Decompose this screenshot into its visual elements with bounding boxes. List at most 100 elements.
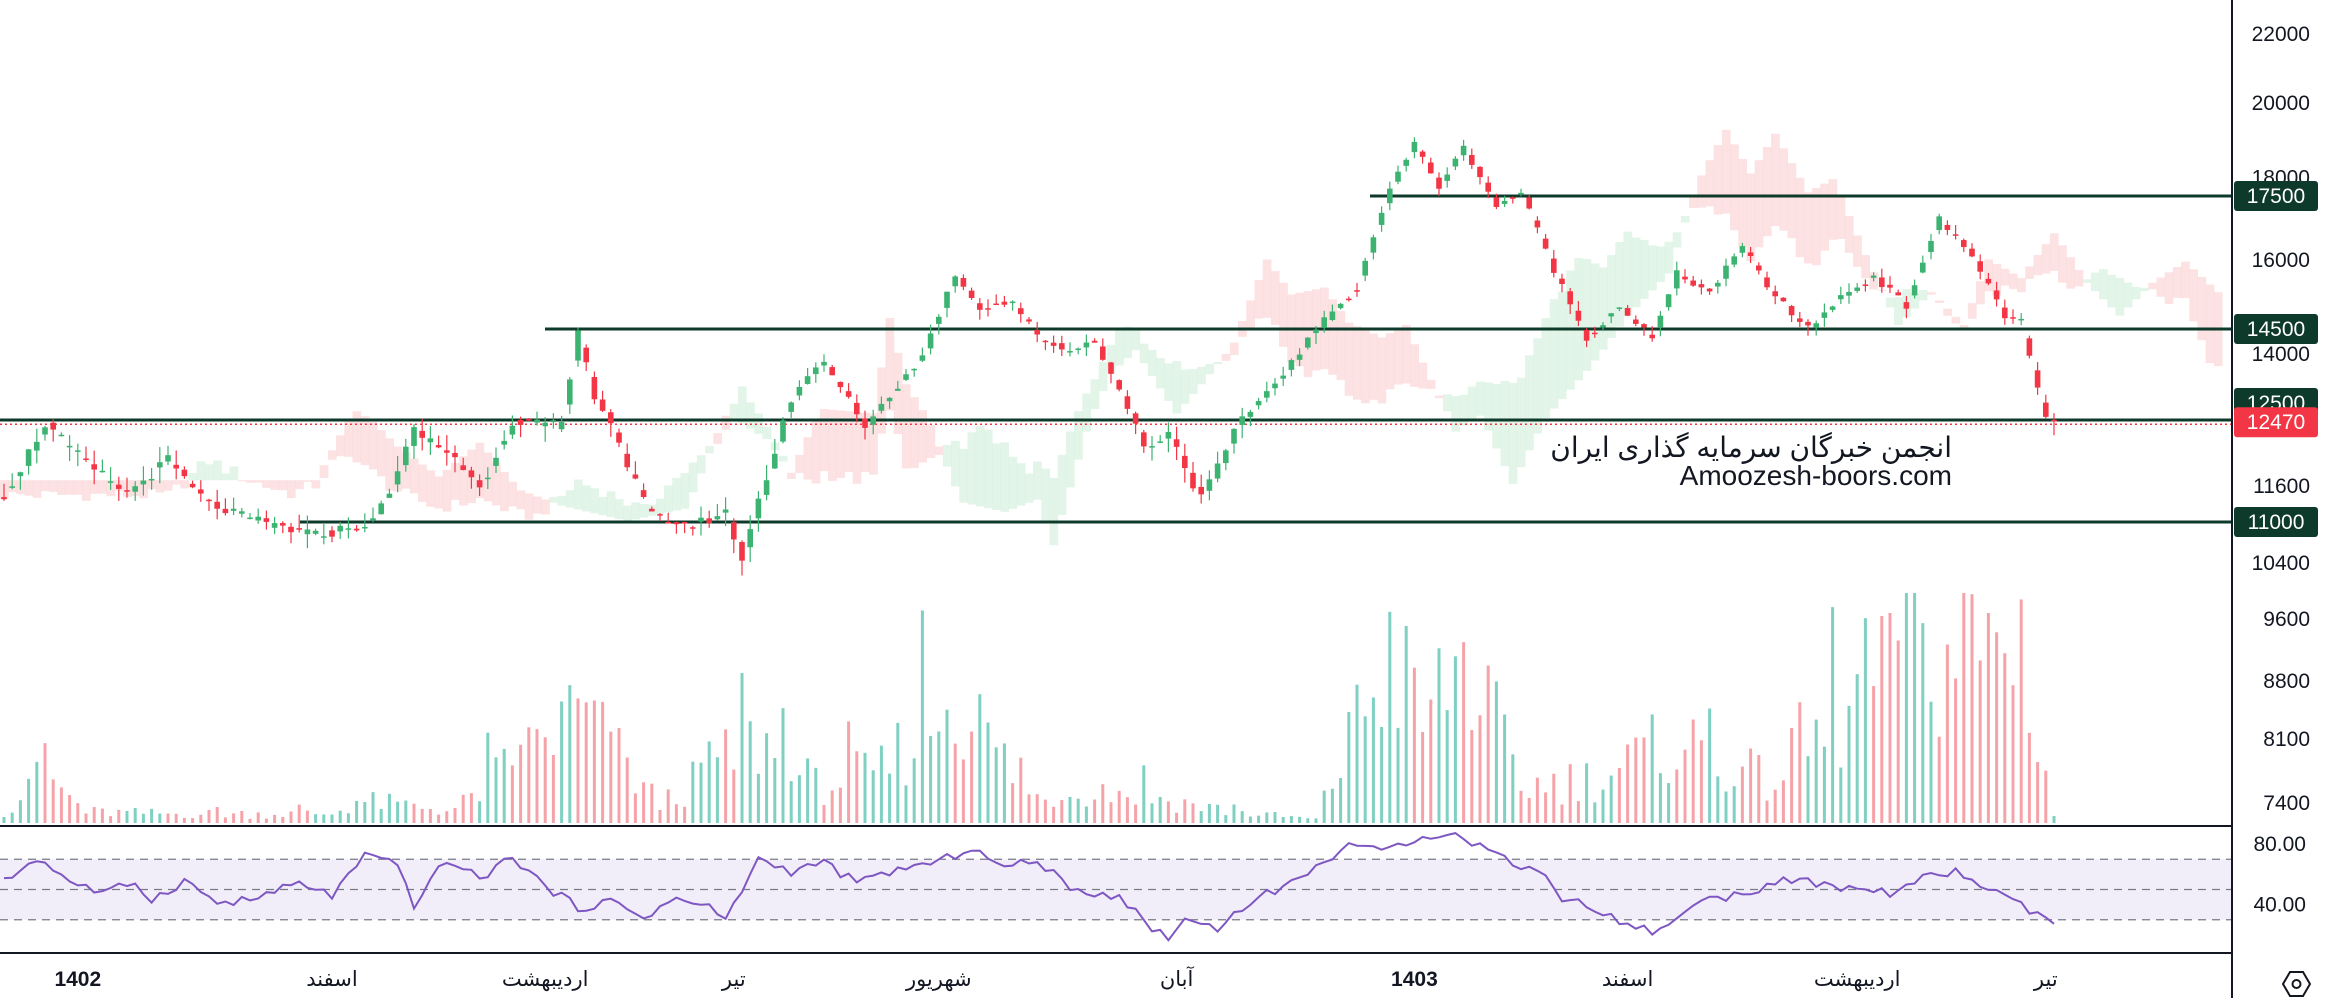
candle-body[interactable]: [1797, 318, 1803, 322]
candle-body[interactable]: [878, 403, 885, 411]
candle-body[interactable]: [1739, 246, 1746, 253]
candle-body[interactable]: [657, 514, 663, 516]
candle-body[interactable]: [870, 416, 876, 425]
candle-body[interactable]: [9, 486, 15, 488]
candle-body[interactable]: [1715, 282, 1721, 287]
candle-body[interactable]: [493, 457, 499, 466]
candle-body[interactable]: [239, 511, 245, 514]
candle-body[interactable]: [1805, 321, 1811, 326]
candle-body[interactable]: [452, 452, 458, 458]
candle-body[interactable]: [173, 464, 179, 469]
candle-body[interactable]: [558, 422, 565, 430]
candle-body[interactable]: [1969, 248, 1975, 257]
candle-body[interactable]: [944, 291, 950, 308]
candle-body[interactable]: [1009, 301, 1016, 304]
candle-body[interactable]: [1239, 416, 1245, 425]
candle-body[interactable]: [378, 503, 384, 515]
candle-body[interactable]: [632, 474, 639, 479]
candle-body[interactable]: [1993, 290, 2000, 300]
candle-body[interactable]: [1165, 432, 1172, 439]
candle-body[interactable]: [263, 518, 270, 522]
candle-body[interactable]: [2043, 402, 2049, 417]
candle-body[interactable]: [911, 368, 917, 371]
candle-body[interactable]: [821, 361, 827, 366]
candle-body[interactable]: [1214, 463, 1221, 479]
candle-body[interactable]: [854, 402, 860, 415]
candle-body[interactable]: [1305, 337, 1311, 348]
candle-body[interactable]: [1526, 197, 1532, 209]
candle-body[interactable]: [1280, 375, 1286, 379]
candle-body[interactable]: [1903, 302, 1910, 309]
candle-body[interactable]: [1657, 315, 1664, 328]
candle-body[interactable]: [845, 391, 852, 397]
candle-body[interactable]: [1641, 324, 1647, 328]
candle-body[interactable]: [747, 529, 753, 548]
candle-body[interactable]: [1116, 380, 1122, 390]
candle-body[interactable]: [1862, 284, 1869, 286]
candle-body[interactable]: [575, 330, 581, 361]
candle-body[interactable]: [1944, 224, 1951, 230]
candle-body[interactable]: [386, 493, 393, 498]
candle-body[interactable]: [1920, 262, 1926, 273]
candle-body[interactable]: [1928, 240, 1934, 253]
candle-body[interactable]: [591, 376, 598, 400]
candle-body[interactable]: [1157, 441, 1163, 443]
candle-body[interactable]: [1706, 288, 1713, 292]
candle-body[interactable]: [435, 445, 442, 448]
candle-body[interactable]: [1091, 340, 1098, 343]
candle-body[interactable]: [1985, 278, 1992, 284]
candle-body[interactable]: [1788, 306, 1795, 316]
candle-body[interactable]: [722, 509, 729, 513]
candle-body[interactable]: [468, 470, 475, 478]
candle-body[interactable]: [1190, 472, 1196, 489]
candle-body[interactable]: [1608, 313, 1614, 317]
candle-body[interactable]: [1132, 413, 1139, 424]
candle-body[interactable]: [1829, 306, 1836, 310]
candle-body[interactable]: [296, 528, 302, 530]
rsi-line[interactable]: [3, 832, 2055, 942]
candle-body[interactable]: [673, 522, 680, 525]
candle-body[interactable]: [862, 418, 868, 428]
candle-body[interactable]: [1952, 234, 1959, 236]
candle-body[interactable]: [1395, 171, 1401, 182]
candle-body[interactable]: [567, 379, 573, 405]
hexagon-settings-icon[interactable]: [2281, 971, 2312, 997]
candle-body[interactable]: [1518, 192, 1524, 195]
candle-body[interactable]: [1346, 298, 1352, 301]
candle-body[interactable]: [1542, 238, 1549, 249]
candle-body[interactable]: [698, 517, 704, 522]
candle-body[interactable]: [813, 367, 819, 375]
candle-body[interactable]: [837, 381, 844, 388]
candle-body[interactable]: [132, 486, 138, 492]
candle-body[interactable]: [230, 508, 237, 511]
candle-body[interactable]: [1961, 240, 1967, 248]
candle-body[interactable]: [75, 450, 81, 452]
candle-body[interactable]: [1911, 285, 1918, 296]
candle-body[interactable]: [1887, 284, 1893, 288]
candle-body[interactable]: [1198, 486, 1204, 495]
candle-body[interactable]: [509, 425, 516, 435]
candle-body[interactable]: [755, 498, 762, 519]
candle-body[interactable]: [788, 402, 794, 412]
candle-body[interactable]: [608, 412, 614, 424]
candle-body[interactable]: [91, 464, 97, 470]
candle-body[interactable]: [1444, 174, 1450, 181]
candle-body[interactable]: [1838, 295, 1844, 300]
candle-body[interactable]: [427, 438, 434, 443]
candle-body[interactable]: [34, 441, 40, 451]
candle-body[interactable]: [714, 516, 721, 520]
candle-body[interactable]: [1428, 162, 1434, 174]
price-candles[interactable]: [1, 137, 2057, 576]
candle-body[interactable]: [1001, 301, 1008, 305]
candle-body[interactable]: [329, 530, 335, 537]
candle-body[interactable]: [1321, 317, 1327, 328]
candle-body[interactable]: [83, 458, 89, 460]
candle-body[interactable]: [1936, 216, 1942, 231]
candle-body[interactable]: [353, 528, 360, 531]
candle-body[interactable]: [1419, 151, 1426, 157]
rsi-pane[interactable]: [0, 825, 2232, 954]
candle-body[interactable]: [1313, 329, 1319, 334]
candle-body[interactable]: [542, 422, 548, 427]
candle-body[interactable]: [271, 523, 278, 528]
candle-body[interactable]: [17, 472, 24, 477]
